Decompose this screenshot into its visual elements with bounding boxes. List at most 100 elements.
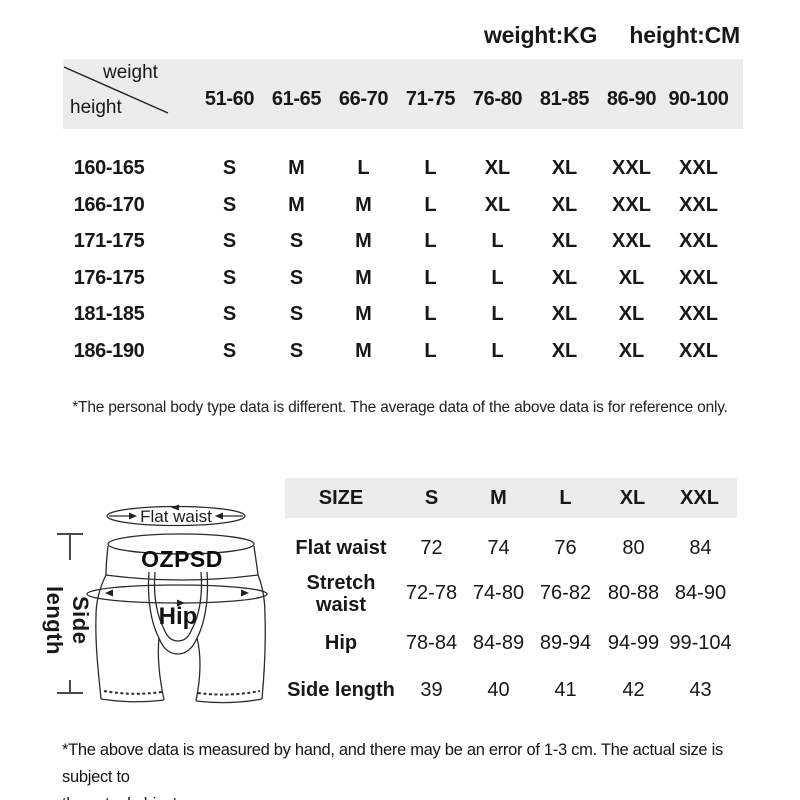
size-table-header: weight height 51-60 61-65 66-70 71-75 76…: [63, 59, 743, 129]
dimension-cap-bottom: [57, 692, 83, 694]
height-range-label: 181-185: [73, 303, 145, 325]
measure-value: 39: [420, 679, 443, 701]
measure-value: 76: [554, 537, 577, 559]
size-cell: XXL: [679, 339, 718, 362]
arrow-left-icon: [215, 512, 223, 520]
measure-label: Flat waist: [295, 537, 387, 559]
size-cell: S: [222, 230, 237, 252]
left-leg-outline: [95, 574, 107, 700]
size-cell: S: [222, 157, 237, 179]
size-cell: L: [424, 193, 437, 216]
size-cell: XL: [551, 266, 578, 289]
size-cell: L: [491, 266, 504, 289]
note-line: the actual object.: [62, 791, 767, 800]
height-unit-label: height:CM: [629, 22, 740, 48]
size-cell: S: [222, 266, 237, 289]
measure-value: 74: [487, 537, 510, 559]
weight-col-header: 76-80: [472, 88, 523, 110]
note-line: *The above data is measured by hand, and…: [62, 741, 723, 786]
measure-value: 80: [622, 537, 645, 559]
table-row: 160-165 S M L L XL XL XXL XXL: [0, 150, 800, 187]
size-cell: L: [424, 339, 437, 362]
size-cell: XXL: [612, 157, 651, 179]
size-cell: XXL: [612, 230, 651, 252]
size-cell: XL: [618, 339, 645, 362]
arrow-right-icon: [241, 589, 249, 597]
size-cell: S: [289, 230, 304, 252]
measure-value: 72-78: [405, 582, 458, 604]
size-cell: S: [222, 339, 237, 362]
corner-weight-label: weight: [103, 62, 158, 83]
measure-value: 76-82: [539, 582, 592, 604]
table-row: 166-170 S M M L XL XL XXL XXL: [0, 187, 800, 224]
height-range-label: 186-190: [73, 339, 145, 362]
measure-value: 42: [622, 679, 645, 701]
size-cell: S: [222, 193, 237, 216]
measure-value: 78-84: [405, 632, 458, 654]
units-note: weight:KG height:CM: [458, 22, 740, 49]
hip-label: Hip: [159, 603, 198, 630]
size-cell: XL: [551, 157, 578, 179]
table-row: Stretch waist 72-78 74-80 76-82 80-88 84…: [0, 570, 800, 616]
size-cell: M: [288, 157, 305, 179]
measure-value: 40: [487, 679, 510, 701]
measure-value: 99-104: [669, 632, 732, 654]
weight-unit-label: weight:KG: [483, 22, 598, 48]
size-cell: L: [424, 230, 437, 252]
size-cell: L: [357, 157, 370, 179]
table-row: Side length 39 40 41 42 43: [0, 676, 800, 704]
right-hem-stitching: [197, 690, 261, 696]
size-col-header: XXL: [680, 487, 719, 509]
arrow-right-icon: [177, 599, 185, 607]
size-cell: XL: [484, 193, 511, 216]
size-cell: XL: [551, 339, 578, 362]
arrow-right-icon: [129, 512, 137, 520]
measure-value: 84-90: [674, 582, 727, 604]
size-cell: L: [424, 157, 437, 179]
size-cell: M: [288, 193, 305, 216]
measure-value: 84-89: [472, 632, 525, 654]
size-col-header: S: [424, 487, 439, 509]
table-row: Flat waist 72 74 76 80 84: [0, 534, 800, 562]
weight-col-header: 51-60: [204, 88, 255, 110]
height-range-label: 160-165: [73, 157, 145, 179]
arrow-left-icon: [171, 504, 179, 511]
dimension-stem-bottom: [69, 680, 71, 692]
size-cell: S: [289, 266, 304, 289]
size-cell: XL: [551, 303, 578, 325]
measure-value: 84: [689, 537, 712, 559]
table-row: Hip 78-84 84-89 89-94 94-99 99-104: [0, 629, 800, 657]
table-row: 176-175 S S M L L XL XL XXL: [0, 260, 800, 297]
measure-label: Stretch waist: [283, 570, 399, 616]
measure-value: 41: [554, 679, 577, 701]
dimension-cap-top: [57, 533, 83, 535]
size-cell: XXL: [679, 193, 718, 216]
measurement-error-note: *The above data is measured by hand, and…: [62, 737, 767, 800]
weight-col-header: 61-65: [271, 88, 322, 110]
size-cell: L: [424, 266, 437, 289]
measure-value: 74-80: [472, 582, 525, 604]
measure-label: Hip: [324, 632, 358, 654]
size-cell: XXL: [679, 157, 718, 179]
measure-label: Side length: [287, 679, 395, 701]
measure-value: 94-99: [607, 632, 660, 654]
size-cell: L: [424, 303, 437, 325]
size-cell: XL: [551, 193, 578, 216]
measure-value: 89-94: [539, 632, 592, 654]
size-cell: XXL: [679, 266, 718, 289]
size-cell: XL: [551, 230, 578, 252]
reference-note: *The personal body type data is differen…: [72, 399, 728, 416]
size-cell: XXL: [679, 230, 718, 252]
brand-logo: OZPSD: [141, 546, 223, 572]
height-range-label: 171-175: [73, 230, 145, 252]
size-cell: XL: [618, 266, 645, 289]
weight-col-header: 71-75: [405, 88, 456, 110]
right-leg-outline: [257, 574, 266, 700]
size-cell: M: [355, 339, 372, 362]
measure-table-header: SIZE S M L XL XXL: [285, 478, 737, 518]
arrow-left-icon: [105, 589, 113, 597]
size-cell: XXL: [679, 303, 718, 325]
size-col-header: M: [490, 487, 507, 509]
size-col-header: XL: [619, 487, 646, 509]
